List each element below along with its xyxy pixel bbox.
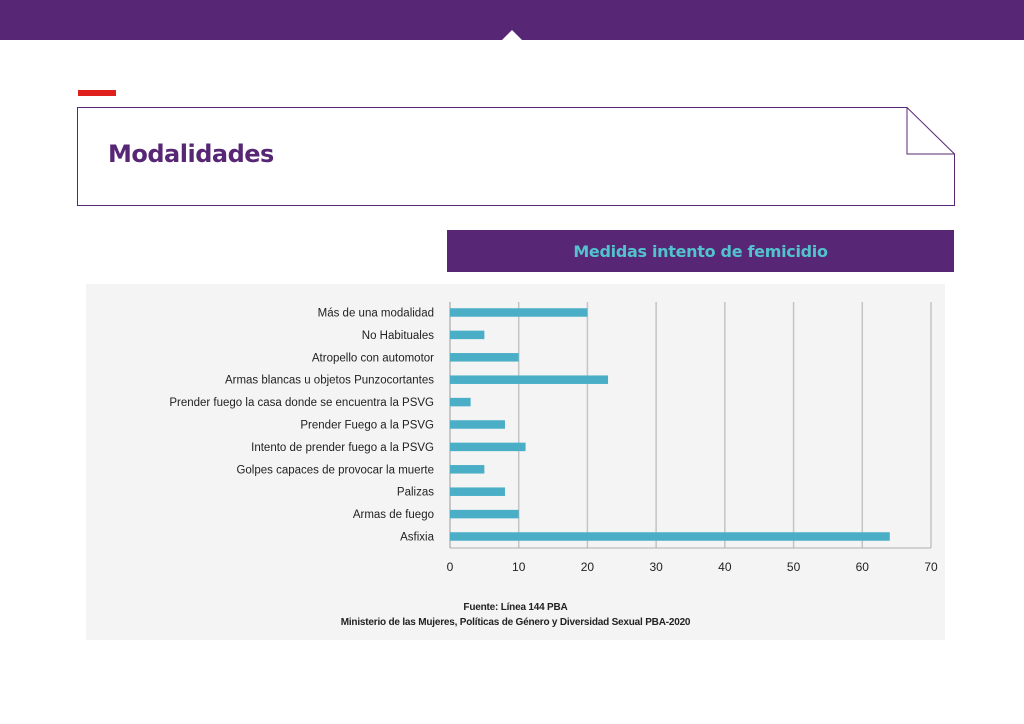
category-label: Atropello con automotor — [312, 352, 434, 364]
source-line-2: Ministerio de las Mujeres, Políticas de … — [340, 617, 691, 628]
x-tick-label: 50 — [787, 560, 801, 574]
x-tick-label: 10 — [512, 560, 526, 574]
category-label: Prender Fuego a la PSVG — [300, 420, 434, 432]
bar — [450, 330, 485, 340]
bar — [450, 442, 526, 452]
chart-area: Más de una modalidad No Habituales Atropel… — [86, 284, 945, 640]
title-frame — [77, 107, 955, 206]
x-tick-label: 40 — [718, 560, 732, 574]
bar — [450, 375, 609, 384]
category-labels: Más de una modalidad No Habituales Atropel… — [169, 308, 434, 544]
category-label: Asfixia — [400, 532, 434, 544]
category-label: Intento de prender fuego a la PSVG — [251, 442, 434, 454]
chart-title-bar: Medidas intento de femicidio — [447, 230, 954, 272]
source-line-1: Fuente: Línea 144 PBA — [463, 602, 568, 613]
section-title: Modalidades — [108, 140, 274, 168]
bar — [450, 353, 519, 362]
category-label: Palizas — [397, 487, 434, 499]
x-tick-label: 20 — [581, 560, 595, 574]
category-label: Más de una modalidad — [318, 308, 434, 320]
x-tick-label: 60 — [856, 560, 870, 574]
grid-layer — [449, 302, 932, 549]
bar-layer — [450, 308, 890, 541]
bar — [450, 420, 505, 429]
bar — [450, 487, 505, 496]
accent-dash — [78, 90, 116, 96]
bar — [450, 532, 890, 541]
bar — [450, 509, 519, 519]
x-tick-label: 30 — [649, 560, 663, 574]
category-label: Armas blancas u objetos Punzocortantes — [225, 375, 434, 387]
category-label: Armas de fuego — [353, 509, 434, 521]
x-axis-ticks: 0 10 20 30 40 50 60 70 — [447, 560, 938, 574]
category-label: Prender fuego la casa donde se encuentra… — [169, 397, 434, 409]
category-label: Golpes capaces de provocar la muerte — [236, 464, 434, 476]
top-banner — [0, 0, 1024, 40]
banner-notch — [502, 30, 522, 40]
chart-title: Medidas intento de femicidio — [573, 241, 828, 261]
x-tick-label: 70 — [924, 560, 938, 574]
bar — [450, 308, 588, 317]
x-tick-label: 0 — [447, 560, 454, 574]
bar-chart: Más de una modalidad No Habituales Atropel… — [169, 302, 938, 574]
category-label: No Habituales — [362, 330, 434, 342]
bar — [450, 397, 471, 407]
bar — [450, 465, 485, 474]
